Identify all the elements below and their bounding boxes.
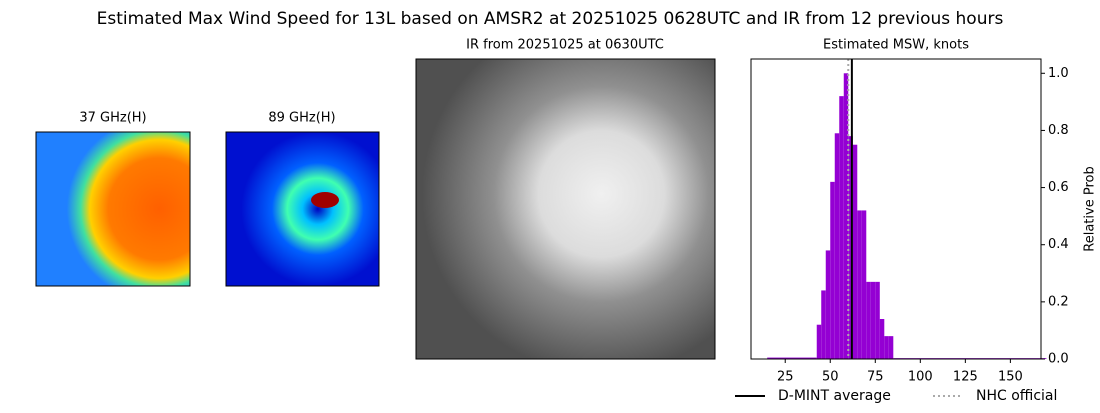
- y-tick-label: 0.6: [1048, 180, 1069, 195]
- x-tick-label: 150: [998, 370, 1023, 385]
- bar: [767, 357, 817, 359]
- image-feature: [311, 192, 339, 208]
- bar: [857, 210, 862, 359]
- bar: [879, 319, 885, 359]
- bar: [821, 290, 826, 359]
- panel-title: 37 GHz(H): [79, 111, 146, 126]
- panel-title: 89 GHz(H): [268, 111, 335, 126]
- bar: [852, 144, 858, 359]
- panel-title: IR from 20251025 at 0630UTC: [466, 38, 664, 53]
- x-tick-label: 75: [867, 370, 884, 385]
- y-tick-label: 0.4: [1048, 237, 1069, 252]
- bar: [830, 181, 835, 359]
- image-37ghz: [35, 131, 191, 287]
- bar: [843, 73, 849, 360]
- x-tick-label: 100: [908, 370, 933, 385]
- y-tick-label: 0.0: [1048, 352, 1069, 367]
- y-tick-label: 1.0: [1048, 66, 1069, 81]
- x-tick-label: 50: [822, 370, 839, 385]
- legend-label: NHC official: [976, 388, 1057, 404]
- bar: [884, 336, 889, 359]
- bar: [866, 281, 871, 359]
- bar: [825, 250, 831, 359]
- x-tick-label: 125: [953, 370, 978, 385]
- bar: [888, 336, 894, 359]
- x-tick-label: 25: [777, 370, 794, 385]
- bar: [848, 136, 853, 359]
- y-tick-label: 0.8: [1048, 123, 1069, 138]
- bar: [861, 210, 867, 359]
- plot-frame: [750, 58, 1042, 360]
- bar: [875, 281, 880, 359]
- bar: [834, 133, 840, 359]
- legend-label: D-MINT average: [778, 388, 891, 404]
- bar: [816, 324, 822, 359]
- y-tick-label: 0.2: [1048, 294, 1069, 309]
- image-ir: [415, 58, 716, 360]
- image-89ghz: [225, 131, 380, 287]
- figure-title: Estimated Max Wind Speed for 13L based o…: [97, 9, 1004, 29]
- chart-title: Estimated MSW, knots: [823, 38, 969, 53]
- bar: [839, 96, 844, 360]
- y-axis-label: Relative Prob: [1083, 166, 1098, 251]
- bar: [870, 281, 876, 359]
